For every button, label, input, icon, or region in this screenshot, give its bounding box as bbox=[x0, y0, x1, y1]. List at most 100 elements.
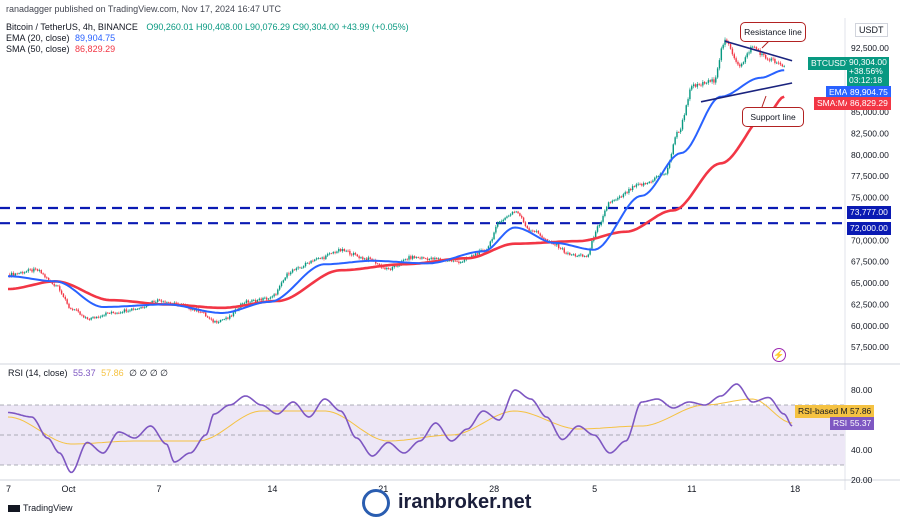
candle-body bbox=[90, 317, 92, 320]
candle-body bbox=[757, 49, 760, 51]
candle-body bbox=[487, 246, 490, 250]
candle-body bbox=[458, 261, 460, 264]
candle-body bbox=[42, 273, 44, 275]
candle-body bbox=[617, 197, 619, 200]
candle-body bbox=[245, 300, 248, 303]
candle-body bbox=[474, 253, 477, 256]
candle-body bbox=[365, 258, 368, 261]
candle-body bbox=[110, 311, 113, 314]
candle-body bbox=[408, 256, 410, 260]
time-tick-label: Oct bbox=[61, 484, 76, 494]
candle-body bbox=[323, 257, 325, 259]
candle-body bbox=[587, 254, 589, 257]
candle-body bbox=[308, 262, 310, 264]
candle-body bbox=[251, 300, 253, 302]
candle-body bbox=[611, 200, 614, 203]
candle-body bbox=[715, 77, 717, 83]
candle-body bbox=[145, 305, 148, 307]
candle-body bbox=[413, 256, 416, 258]
candle-body bbox=[740, 63, 743, 67]
legend-sma: SMA (50, close) 86,829.29 bbox=[6, 44, 115, 54]
candle-body bbox=[33, 268, 35, 272]
rsi-tick-label: 40.00 bbox=[851, 445, 873, 455]
candle-body bbox=[663, 174, 665, 176]
candle-body bbox=[362, 257, 364, 260]
candle-body bbox=[164, 301, 166, 303]
candle-body bbox=[641, 184, 643, 186]
candle-body bbox=[750, 46, 752, 53]
candle-body bbox=[698, 84, 700, 85]
candle-body bbox=[471, 255, 473, 258]
candle-body bbox=[142, 307, 144, 308]
candle-body bbox=[397, 265, 399, 267]
candle-body bbox=[533, 231, 536, 232]
candle-body bbox=[95, 316, 98, 319]
candle-body bbox=[105, 312, 107, 316]
candle-body bbox=[628, 188, 630, 193]
candle-body bbox=[326, 254, 329, 256]
candle-body bbox=[436, 257, 438, 259]
price-tick-label: 92,500.00 bbox=[851, 43, 889, 53]
candle-body bbox=[713, 79, 715, 83]
ema-label: EMA (20, close) bbox=[6, 33, 70, 43]
candle-body bbox=[480, 250, 482, 251]
candle-body bbox=[526, 226, 529, 229]
candle-body bbox=[646, 182, 649, 185]
candle-body bbox=[654, 177, 656, 181]
candle-body bbox=[264, 297, 266, 299]
candle-body bbox=[260, 298, 262, 301]
candle-body bbox=[461, 261, 464, 263]
candle-body bbox=[600, 221, 602, 226]
candle-body bbox=[330, 253, 333, 255]
candle-body bbox=[173, 302, 176, 304]
candle-body bbox=[310, 260, 312, 264]
candle-body bbox=[125, 309, 127, 312]
candle-body bbox=[140, 307, 142, 309]
candle-body bbox=[700, 84, 702, 86]
lightning-icon[interactable]: ⚡ bbox=[772, 348, 786, 362]
candle-body bbox=[759, 50, 761, 55]
candle-body bbox=[626, 192, 628, 194]
candle-body bbox=[73, 309, 76, 311]
price-tick-label: 80,000.00 bbox=[851, 150, 889, 160]
candle-body bbox=[755, 47, 758, 50]
candle-body bbox=[273, 294, 275, 297]
candle-body bbox=[497, 223, 499, 227]
candle-body bbox=[352, 252, 355, 256]
candle-body bbox=[618, 196, 621, 198]
candle-body bbox=[123, 309, 126, 313]
candle-body bbox=[369, 257, 371, 259]
rsi-ma-value: 57.86 bbox=[101, 368, 124, 378]
candle-body bbox=[214, 321, 216, 323]
candle-body bbox=[253, 300, 255, 301]
candle-body bbox=[94, 317, 96, 319]
resistance-trendline bbox=[724, 40, 793, 62]
candle-body bbox=[783, 66, 785, 67]
candle-body bbox=[495, 226, 497, 233]
candle-body bbox=[716, 68, 719, 78]
ema-value: 89,904.75 bbox=[75, 33, 116, 43]
candle-body bbox=[432, 257, 434, 260]
candle-body bbox=[225, 317, 227, 320]
candle-body bbox=[280, 282, 283, 287]
price-tick-label: 82,500.00 bbox=[851, 128, 889, 138]
candle-body bbox=[334, 252, 336, 253]
tv-footer[interactable]: TradingView bbox=[8, 503, 73, 513]
bar-timer: 03:12:18 bbox=[849, 75, 883, 85]
candle-body bbox=[62, 293, 65, 297]
candle-body bbox=[524, 222, 527, 227]
candle-body bbox=[306, 262, 309, 264]
candle-body bbox=[77, 309, 79, 312]
candle-body bbox=[363, 258, 366, 260]
candle-body bbox=[521, 215, 523, 218]
candle-body bbox=[729, 43, 732, 49]
candle-body bbox=[223, 319, 225, 320]
candle-body bbox=[169, 302, 172, 304]
candle-body bbox=[404, 259, 407, 261]
candle-body bbox=[631, 186, 634, 191]
candle-body bbox=[572, 254, 575, 256]
candle-body bbox=[556, 243, 558, 246]
candle-body bbox=[687, 99, 689, 106]
currency-label[interactable]: USDT bbox=[855, 23, 888, 37]
candle-body bbox=[635, 184, 638, 187]
